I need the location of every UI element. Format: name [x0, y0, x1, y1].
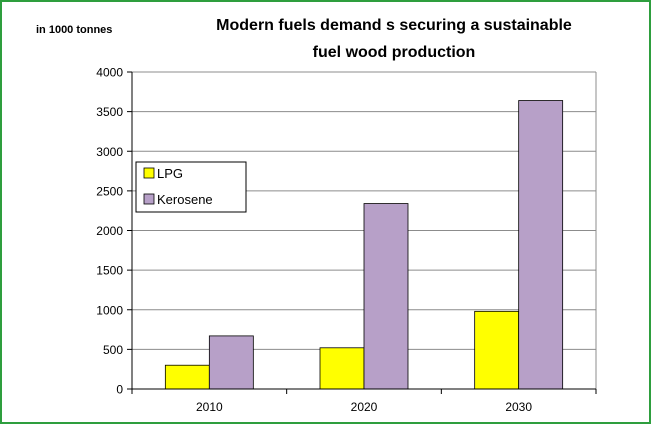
legend-swatch-lpg	[143, 167, 155, 179]
y-tick-label: 3500	[96, 105, 123, 119]
bar-lpg-2020	[319, 347, 365, 390]
unit-label: in 1000 tonnes	[36, 24, 112, 36]
bar-kerosene-2010	[208, 335, 254, 390]
y-tick-label: 3000	[96, 145, 123, 159]
x-tick-label: 2020	[351, 400, 378, 414]
bar-kerosene-2020	[363, 203, 409, 390]
y-tick-labels: 0 500 1000 1500 2000 2500 3000 3500 4000	[96, 66, 123, 397]
chart-title-line-2: fuel wood production	[313, 44, 476, 61]
axes-group	[127, 71, 597, 394]
legend: LPG Kerosene	[135, 161, 247, 213]
y-tick-label: 4000	[96, 66, 123, 80]
legend-label-lpg: LPG	[157, 166, 183, 181]
legend-label-kerosene: Kerosene	[157, 192, 213, 207]
x-tick-label: 2030	[505, 400, 532, 414]
x-tick-labels: 2010 2020 2030	[196, 400, 532, 414]
y-tick-label: 500	[103, 343, 123, 357]
y-tick-label: 0	[116, 383, 123, 397]
bar-lpg-2010	[164, 364, 210, 390]
y-tick-label: 1500	[96, 264, 123, 278]
legend-swatch-kerosene	[143, 193, 155, 205]
bars-group	[164, 100, 564, 390]
y-tick-label: 2000	[96, 224, 123, 238]
bar-kerosene-2030	[518, 100, 564, 390]
bar-lpg-2030	[474, 310, 520, 390]
y-tick-label: 2500	[96, 184, 123, 198]
y-tick-label: 1000	[96, 303, 123, 317]
chart-title-line-1: Modern fuels demand s securing a sustain…	[216, 17, 572, 34]
x-tick-label: 2010	[196, 400, 223, 414]
